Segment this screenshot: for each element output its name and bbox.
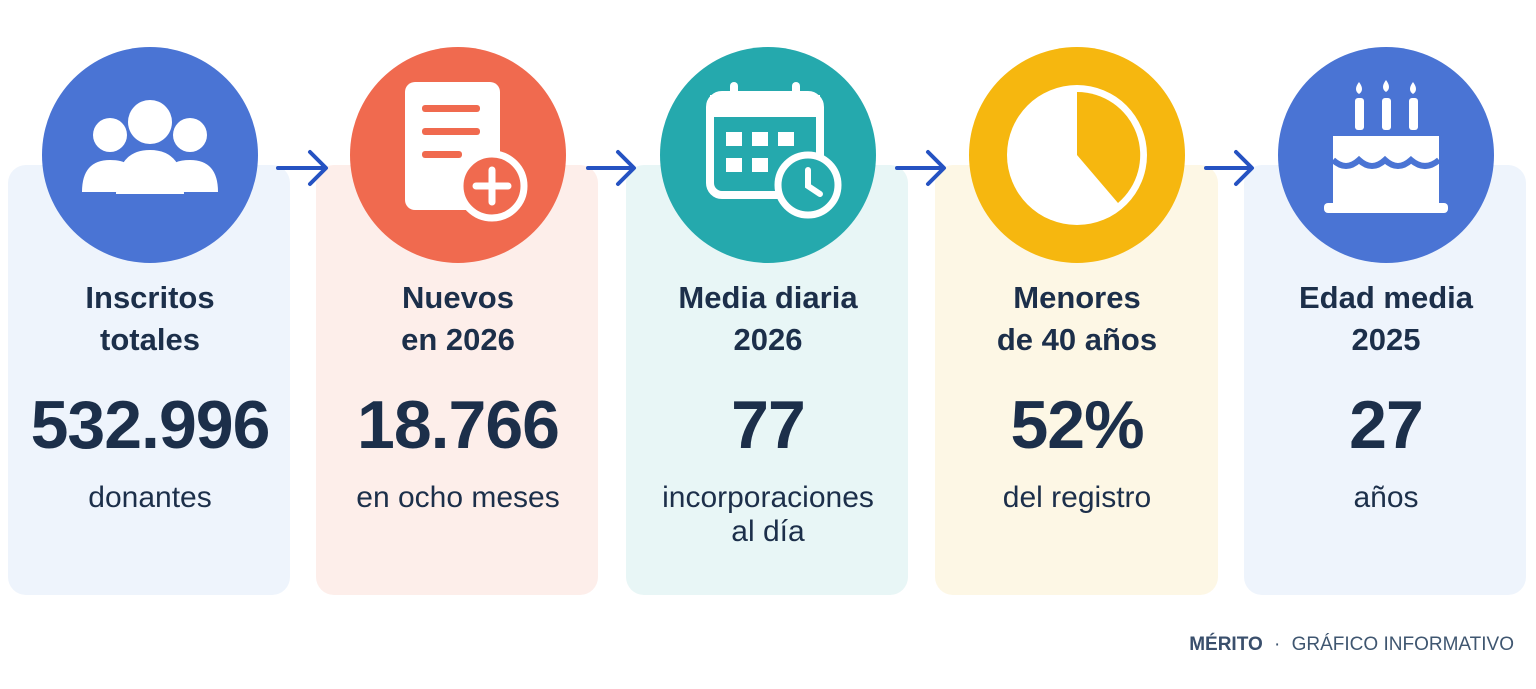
card-title: de 40 años <box>997 322 1157 357</box>
card-title: totales <box>100 322 200 357</box>
card-title: Edad media <box>1299 280 1474 315</box>
card-value: 52% <box>1010 387 1143 463</box>
card-caption: del registro <box>1003 481 1151 514</box>
card-caption: años <box>1353 481 1418 514</box>
arrows <box>276 150 1254 186</box>
card <box>1244 165 1526 595</box>
card-title: Inscritos <box>85 280 214 315</box>
footer: MÉRITO · GRÁFICO INFORMATIVO <box>1189 633 1514 655</box>
footer-label: GRÁFICO INFORMATIVO <box>1292 634 1514 655</box>
icon-cake <box>1278 47 1494 263</box>
card <box>8 165 290 595</box>
card <box>935 165 1218 595</box>
footer-separator: · <box>1274 634 1280 655</box>
card-value: 18.766 <box>357 387 559 463</box>
card-caption: en ocho meses <box>356 481 559 514</box>
card-title: en 2026 <box>401 322 515 357</box>
footer-brand: MÉRITO <box>1189 633 1263 655</box>
card-title: Nuevos <box>402 280 514 315</box>
icon-form <box>350 47 566 263</box>
icon-pie <box>969 47 1185 263</box>
card <box>626 165 908 595</box>
card-title: Media diaria <box>678 280 858 315</box>
card-value: 77 <box>731 387 805 463</box>
card-value: 532.996 <box>31 387 270 463</box>
card-caption: donantes <box>88 481 211 514</box>
card-value: 27 <box>1349 387 1423 463</box>
card-title: Menores <box>1013 280 1140 315</box>
card-caption: al día <box>731 515 805 548</box>
card-title: 2025 <box>1352 322 1421 357</box>
card-title: 2026 <box>734 322 803 357</box>
icon-calendar <box>660 47 876 263</box>
card <box>316 165 598 595</box>
icon-people <box>42 47 258 263</box>
card-caption: incorporaciones <box>662 481 874 514</box>
